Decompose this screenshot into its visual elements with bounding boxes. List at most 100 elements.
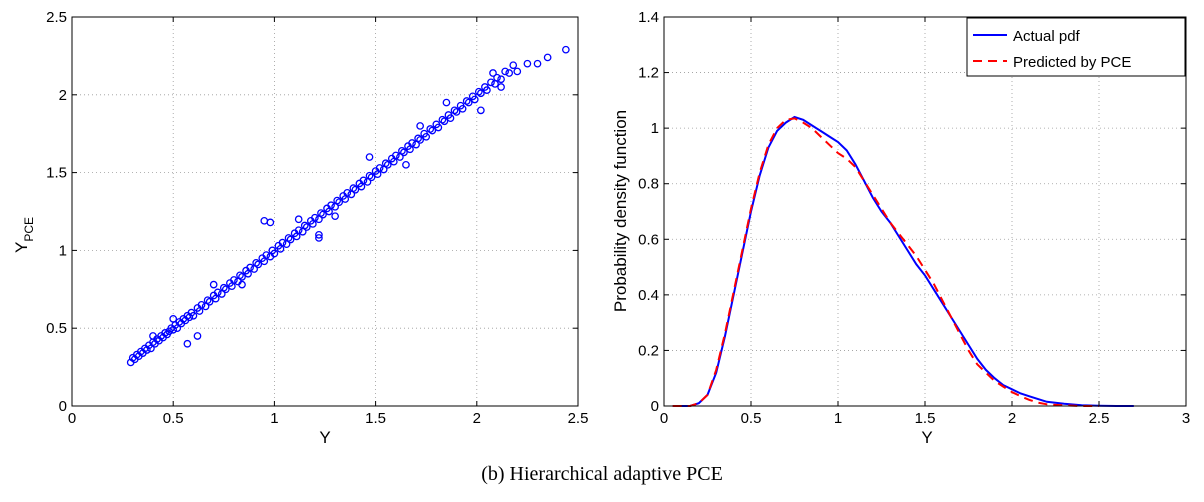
scatter-point: [317, 209, 325, 217]
scatter-point: [416, 136, 424, 144]
scatter-point: [428, 126, 437, 135]
pdf-y-tick-label: 0.4: [638, 287, 659, 304]
scatter-point: [414, 134, 422, 143]
pdf-x-tick-label: 2: [1008, 410, 1016, 427]
legend-label-predicted: Predicted by PCE: [1013, 54, 1131, 71]
pdf-legend: Actual pdf Predicted by PCE: [966, 17, 1186, 77]
scatter-point: [238, 273, 246, 281]
pdf-y-axis-label: Probability density function: [611, 110, 630, 312]
scatter-point: [302, 223, 311, 231]
scatter-point: [391, 151, 400, 160]
scatter-y-axis-label-sub: PCE: [22, 217, 36, 242]
scatter-point: [252, 258, 261, 267]
figure-caption: (b) Hierarchical adaptive PCE: [481, 463, 723, 485]
scatter-point: [311, 213, 319, 222]
svg-text:YPCE: YPCE: [12, 217, 36, 253]
scatter-plot-frame: [71, 16, 579, 407]
scatter-point: [209, 280, 218, 289]
scatter-y-axis-label: YPCE: [12, 217, 36, 253]
pdf-legend-box: [966, 17, 1186, 77]
scatter-point: [238, 280, 246, 289]
scatter-x-tick-label: 1.5: [365, 410, 386, 427]
scatter-point: [434, 123, 443, 132]
scatter-x-tick-label: 2.5: [568, 410, 589, 427]
scatter-point: [476, 89, 485, 98]
pdf-x-tick-label: 3: [1182, 410, 1190, 427]
scatter-y-tick-label: 2: [59, 87, 67, 104]
pdf-y-tick-label: 0: [651, 398, 659, 415]
scatter-point: [365, 171, 374, 180]
figure: 0 0.5 1 1.5 2 2.500.511.522.5 Y YPCE 0 0.5 1 1.5…: [12, 9, 1190, 447]
scatter-point: [446, 114, 455, 122]
scatter-point: [349, 184, 358, 193]
scatter-point: [246, 263, 254, 272]
scatter-point: [476, 106, 485, 115]
scatter-points: [126, 45, 570, 367]
scatter-point: [402, 160, 410, 169]
scatter-point: [462, 97, 471, 105]
scatter-point: [183, 339, 192, 348]
scatter-point: [161, 329, 169, 337]
scatter-y-tick-label: 0: [59, 398, 67, 415]
scatter-point: [327, 201, 335, 210]
scatter-x-axis-label: Y: [319, 428, 330, 447]
pdf-ticks: 0 0.5 1 1.5 2 2.5 3 0 0.2 0.4 0.6 0.8 1 1.2 1.4: [638, 9, 1190, 427]
scatter-point: [497, 83, 505, 91]
scatter-point: [319, 210, 327, 219]
scatter-point: [416, 122, 424, 130]
scatter-point: [333, 196, 341, 205]
scatter-point: [284, 234, 293, 242]
scatter-point: [452, 108, 461, 116]
scatter-point: [367, 173, 376, 182]
pdf-y-tick-label: 1: [651, 120, 659, 137]
scatter-y-tick-label: 2.5: [46, 9, 67, 26]
scatter-point: [315, 230, 323, 239]
scatter-point: [351, 185, 360, 194]
scatter-point: [464, 98, 473, 107]
scatter-point: [270, 249, 279, 258]
scatter-point: [236, 271, 244, 280]
scatter-x-tick-label: 1: [270, 410, 278, 427]
scatter-point: [509, 61, 518, 70]
scatter-point: [440, 117, 449, 126]
scatter-point: [343, 188, 352, 197]
scatter-point: [383, 160, 392, 169]
scatter-point: [205, 297, 214, 306]
scatter-point: [483, 86, 491, 94]
pdf-grid: [664, 17, 1186, 406]
scatter-point: [426, 125, 435, 133]
scatter-point: [213, 288, 222, 297]
scatter-point: [262, 251, 271, 259]
scatter-point: [493, 73, 501, 82]
scatter-point: [365, 153, 374, 161]
pdf-plot: 0 0.5 1 1.5 2 2.5 3 0 0.2 0.4 0.6 0.8 1 1.2 1.4 Y Prob…: [611, 9, 1190, 447]
scatter-point: [543, 53, 552, 62]
scatter-point: [219, 283, 228, 292]
scatter-plot: 0 0.5 1 1.5 2 2.500.511.522.5 Y YPCE: [12, 9, 588, 447]
scatter-point: [442, 98, 451, 107]
scatter-point: [193, 332, 202, 340]
scatter-point: [400, 148, 408, 157]
scatter-grid: [72, 17, 578, 406]
scatter-point: [513, 67, 522, 76]
pdf-y-tick-label: 0.6: [638, 231, 659, 248]
scatter-x-tick-label: 2: [473, 410, 481, 427]
scatter-point: [438, 115, 447, 124]
scatter-point: [458, 104, 467, 113]
scatter-point: [169, 325, 178, 334]
scatter-point: [381, 159, 390, 168]
scatter-point: [523, 59, 532, 68]
scatter-point: [359, 176, 368, 185]
scatter-x-tick-label: 0: [68, 410, 76, 427]
scatter-point: [169, 315, 178, 323]
scatter-point: [185, 313, 194, 322]
pdf-y-tick-label: 1.4: [638, 9, 659, 26]
pdf-lines: [672, 115, 1134, 407]
scatter-point: [505, 69, 514, 77]
pdf-x-tick-label: 1: [834, 410, 842, 427]
scatter-point: [149, 332, 157, 340]
pdf-x-tick-label: 1.5: [915, 410, 936, 427]
scatter-x-tick-label: 0.5: [163, 410, 184, 427]
pdf-x-tick-label: 0.5: [741, 410, 762, 427]
scatter-point: [501, 67, 509, 76]
